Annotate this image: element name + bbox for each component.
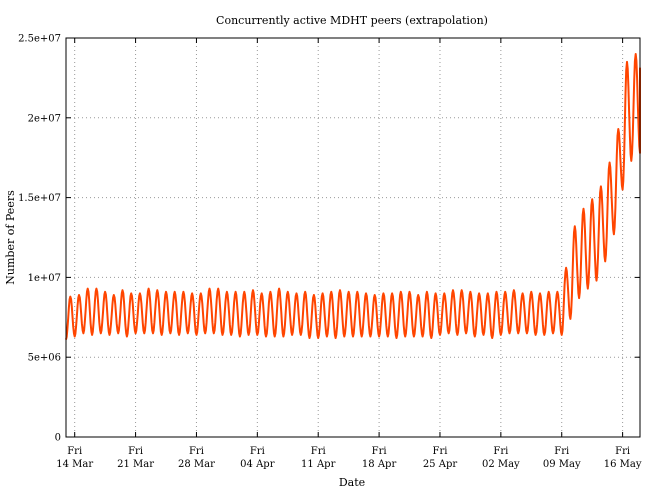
chart-title: Concurrently active MDHT peers (extrapol… bbox=[216, 14, 488, 27]
x-tick-day: Fri bbox=[433, 446, 448, 457]
y-tick-label: 0 bbox=[55, 433, 61, 444]
x-tick-label: 28 Mar bbox=[178, 459, 215, 470]
y-tick-label: 1.5e+07 bbox=[18, 193, 61, 204]
y-tick-label: 2e+07 bbox=[28, 113, 61, 124]
x-tick-day: Fri bbox=[615, 446, 630, 457]
plot-frame bbox=[65, 37, 641, 438]
x-tick-label: 09 May bbox=[543, 459, 581, 470]
y-tick-label: 1e+07 bbox=[28, 273, 61, 284]
x-tick-day: Fri bbox=[189, 446, 204, 457]
x-tick-day: Fri bbox=[372, 446, 387, 457]
series-line bbox=[65, 53, 641, 340]
y-axis: 0 5e+06 1e+07 1.5e+07 2e+07 2.5e+07 bbox=[18, 34, 640, 444]
x-tick-day: Fri bbox=[493, 446, 508, 457]
x-tick-label: 11 Apr bbox=[301, 459, 336, 470]
x-tick-day: Fri bbox=[250, 446, 265, 457]
y-tick-label: 2.5e+07 bbox=[18, 34, 61, 45]
x-tick-day: Fri bbox=[311, 446, 326, 457]
grid bbox=[66, 38, 640, 437]
x-tick-label: 02 May bbox=[482, 459, 520, 470]
x-tick-day: Fri bbox=[554, 446, 569, 457]
y-axis-label: Number of Peers bbox=[4, 190, 17, 285]
y-tick-label: 5e+06 bbox=[28, 353, 61, 364]
x-tick-label: 25 Apr bbox=[423, 459, 458, 470]
x-tick-label: 14 Mar bbox=[56, 459, 93, 470]
x-tick-label: 04 Apr bbox=[240, 459, 275, 470]
x-tick-label: 21 Mar bbox=[117, 459, 154, 470]
x-tick-label: 18 Apr bbox=[362, 459, 397, 470]
x-tick-day: Fri bbox=[67, 446, 82, 457]
x-axis-label: Date bbox=[339, 476, 365, 489]
x-tick-label: 16 May bbox=[604, 459, 642, 470]
x-tick-day: Fri bbox=[128, 446, 143, 457]
x-axis: Fri 14 Mar Fri 21 Mar Fri 28 Mar Fri 04 Apr Fri 1… bbox=[56, 38, 642, 470]
